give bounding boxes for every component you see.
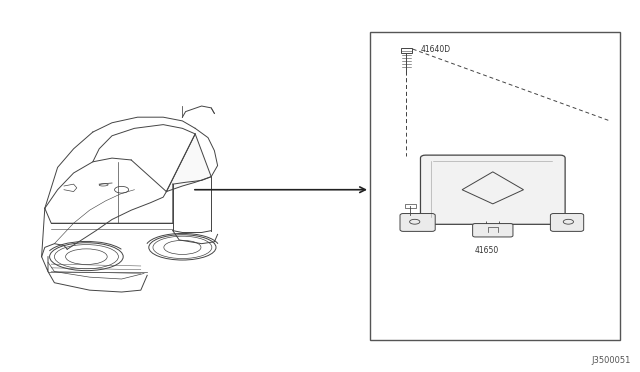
Bar (370, 32, 620, 340)
FancyBboxPatch shape (420, 155, 565, 224)
Bar (401, 48, 412, 53)
Text: 41650: 41650 (474, 246, 499, 255)
Text: 41640D: 41640D (420, 45, 451, 54)
Text: J3500051: J3500051 (591, 356, 630, 365)
FancyBboxPatch shape (473, 224, 513, 237)
Bar (405, 204, 415, 208)
FancyBboxPatch shape (400, 214, 435, 231)
FancyBboxPatch shape (550, 214, 584, 231)
Polygon shape (166, 134, 211, 192)
